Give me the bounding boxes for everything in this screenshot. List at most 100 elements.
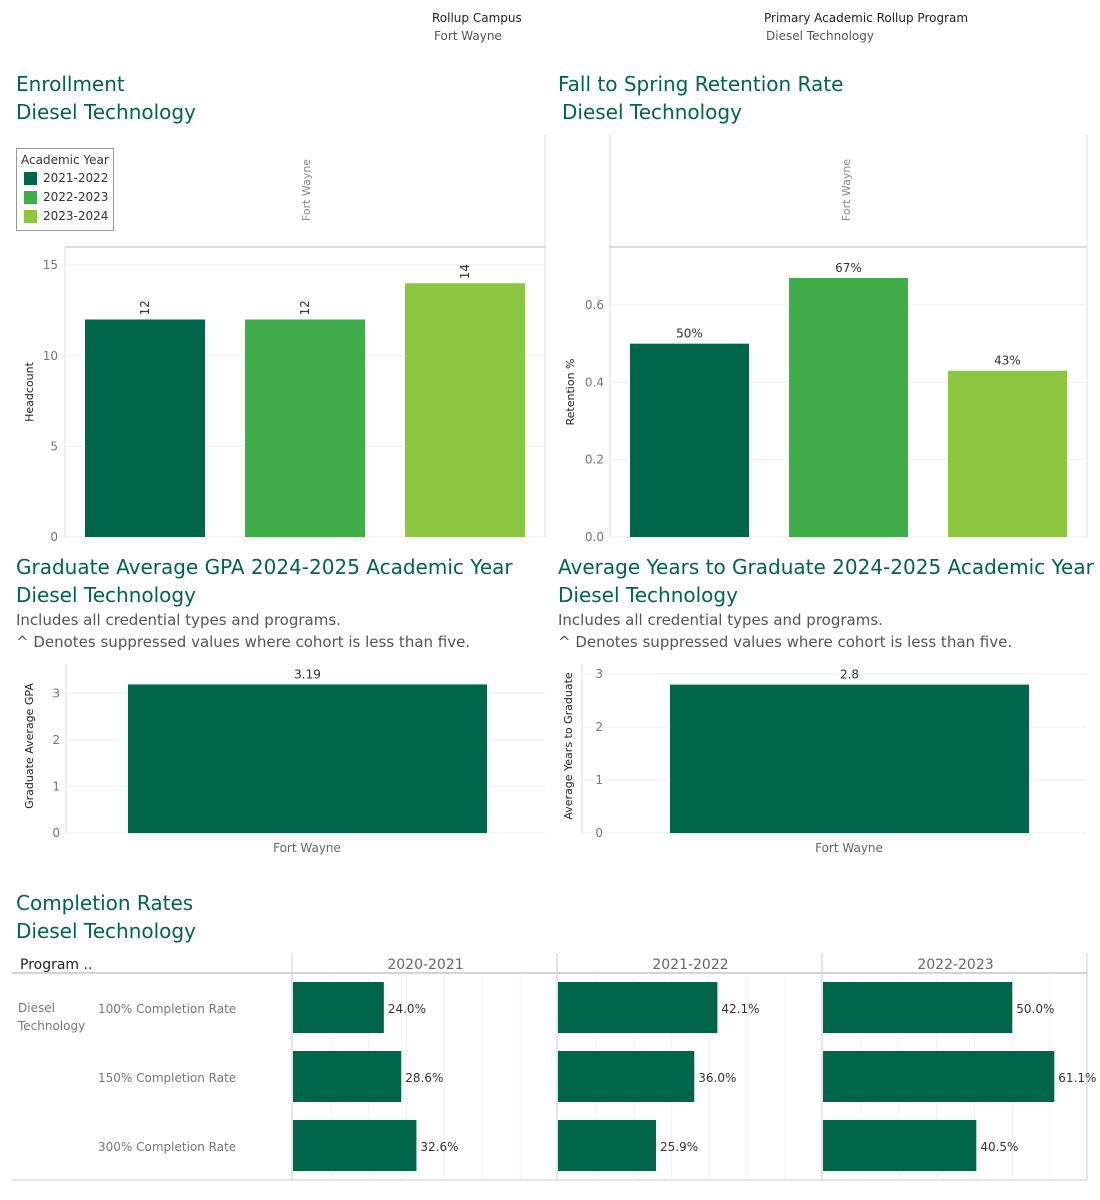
enrollment-pane-label: Fort Wayne: [300, 159, 313, 221]
gpa-y-axis-title: Graduate Average GPA: [23, 683, 36, 809]
data-label: 14: [458, 264, 472, 279]
data-label: 2.8: [840, 668, 859, 682]
y-tick-label: 0.6: [585, 298, 604, 312]
completion-bar[interactable]: [293, 982, 384, 1033]
completion-program-label-line2: Technology: [17, 1019, 85, 1033]
y-tick-label: 1: [52, 779, 60, 793]
completion-rate-label: 150% Completion Rate: [98, 1071, 236, 1085]
gpa-subtitle: Diesel Technology: [16, 583, 196, 607]
data-label: 25.9%: [660, 1140, 698, 1154]
legend-item[interactable]: 2022-2023: [24, 190, 109, 204]
program-filter-label: Primary Academic Rollup Program: [764, 11, 969, 25]
y-tick-label: 2: [595, 720, 603, 734]
legend-label: 2021-2022: [43, 171, 109, 185]
legend-item[interactable]: 2021-2022: [24, 171, 109, 185]
y-tick-label: 0: [50, 530, 58, 542]
data-label: 12: [138, 300, 152, 315]
data-label: 43%: [994, 354, 1021, 368]
years-subtitle: Diesel Technology: [558, 583, 738, 607]
data-label: 24.0%: [388, 1002, 426, 1016]
gpa-x-category-label: Fort Wayne: [273, 841, 341, 855]
y-tick-label: 0: [52, 826, 60, 840]
year-column-header: 2022-2023: [917, 957, 993, 973]
completion-program-label-line1: Diesel: [18, 1001, 55, 1015]
legend-swatch: [24, 171, 37, 185]
campus-filter-label: Rollup Campus: [432, 11, 522, 25]
years-y-axis-title: Average Years to Graduate: [562, 672, 575, 820]
data-label: 50%: [676, 327, 703, 341]
completion-bar[interactable]: [823, 1051, 1055, 1102]
retention-y-axis-title: Retention %: [564, 359, 577, 426]
gpa-title: Graduate Average GPA 2024-2025 Academic …: [16, 555, 513, 579]
gpa-chart: Graduate Average GPA Fort Wayne 0 1 2 3 3.1…: [23, 664, 545, 855]
legend-swatch: [24, 190, 37, 204]
gpa-note-credentials: Includes all credential types and progra…: [16, 611, 341, 629]
bar[interactable]: [670, 684, 1029, 833]
retention-title: Fall to Spring Retention Rate: [558, 72, 844, 96]
bar[interactable]: [128, 684, 487, 833]
retention-subtitle: Diesel Technology: [562, 100, 742, 124]
years-note-credentials: Includes all credential types and progra…: [558, 611, 883, 629]
bar[interactable]: [948, 370, 1067, 537]
y-tick-label: 10: [43, 349, 58, 363]
data-label: 3.19: [294, 667, 321, 681]
year-column-header: 2021-2022: [652, 957, 728, 973]
completion-rate-label: 100% Completion Rate: [98, 1002, 236, 1016]
bar[interactable]: [245, 319, 365, 538]
y-tick-label: 3: [52, 686, 60, 700]
y-tick-label: 0.2: [585, 453, 604, 467]
data-label: 28.6%: [405, 1071, 443, 1085]
data-label: 32.6%: [420, 1140, 458, 1154]
y-tick-label: 0.4: [585, 375, 604, 389]
completion-bar[interactable]: [558, 1051, 695, 1102]
y-tick-label: 3: [595, 667, 603, 681]
completion-bar[interactable]: [558, 982, 718, 1033]
years-x-category-label: Fort Wayne: [815, 841, 883, 855]
enrollment-subtitle: Diesel Technology: [16, 100, 196, 124]
academic-year-legend[interactable]: Academic Year 2021-2022 2022-2023 2023-2…: [16, 148, 114, 231]
y-tick-label: 5: [50, 439, 58, 453]
data-label: 40.5%: [980, 1140, 1018, 1154]
legend-title: Academic Year: [21, 153, 109, 167]
bar[interactable]: [789, 277, 908, 537]
data-label: 42.1%: [721, 1002, 759, 1016]
years-chart: Average Years to Graduate Fort Wayne 0 1 2…: [562, 664, 1087, 855]
y-tick-label: 0: [595, 826, 603, 840]
retention-pane-label: Fort Wayne: [840, 159, 853, 221]
completion-bar[interactable]: [293, 1051, 402, 1102]
legend-label: 2022-2023: [43, 190, 109, 204]
bar[interactable]: [85, 319, 205, 538]
data-label: 50.0%: [1016, 1002, 1054, 1016]
enrollment-y-axis-title: Headcount: [23, 361, 36, 421]
legend-item[interactable]: 2023-2024: [24, 209, 109, 223]
y-tick-label: 15: [43, 258, 58, 272]
retention-chart: Fort Wayne Retention % 0.0 0.2 0.4 0.6 50% 6…: [564, 134, 1088, 542]
data-label: 12: [298, 300, 312, 315]
years-note-suppressed: ^ Denotes suppressed values where cohort…: [558, 633, 1013, 651]
data-label: 36.0%: [698, 1071, 736, 1085]
gpa-note-suppressed: ^ Denotes suppressed values where cohort…: [16, 633, 471, 651]
legend-label: 2023-2024: [43, 209, 109, 223]
completion-chart: Program .. Diesel Technology 2020-2021 20…: [12, 953, 1096, 1181]
years-title: Average Years to Graduate 2024-2025 Acad…: [558, 555, 1094, 579]
campus-filter-value[interactable]: Fort Wayne: [434, 29, 502, 43]
completion-subtitle: Diesel Technology: [16, 919, 196, 943]
enrollment-title: Enrollment: [16, 72, 125, 96]
program-filter-value[interactable]: Diesel Technology: [766, 29, 874, 43]
y-tick-label: 0.0: [585, 530, 604, 542]
bar[interactable]: [405, 283, 525, 537]
completion-bar[interactable]: [823, 1120, 977, 1171]
legend-swatch: [24, 209, 37, 223]
completion-rate-label: 300% Completion Rate: [98, 1140, 236, 1154]
enrollment-chart: Fort Wayne Headcount 0 5 10 15 12 12 14: [23, 134, 546, 542]
data-label: 67%: [835, 261, 862, 275]
completion-title: Completion Rates: [16, 891, 194, 915]
completion-row-header[interactable]: Program ..: [20, 957, 92, 973]
y-tick-label: 1: [595, 773, 603, 787]
completion-bar[interactable]: [823, 982, 1013, 1033]
year-column-header: 2020-2021: [387, 957, 463, 973]
bar[interactable]: [630, 343, 749, 537]
y-tick-label: 2: [52, 733, 60, 747]
completion-bar[interactable]: [293, 1120, 417, 1171]
completion-bar[interactable]: [558, 1120, 657, 1171]
